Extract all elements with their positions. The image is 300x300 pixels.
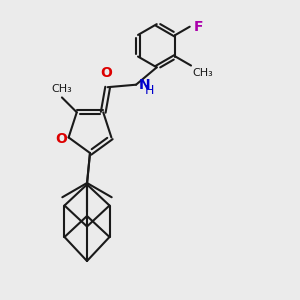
- Text: O: O: [55, 132, 67, 146]
- Text: O: O: [100, 66, 112, 80]
- Text: F: F: [193, 20, 203, 34]
- Text: CH₃: CH₃: [52, 84, 72, 94]
- Text: H: H: [145, 84, 154, 97]
- Text: CH₃: CH₃: [193, 68, 213, 78]
- Text: N: N: [139, 78, 151, 92]
